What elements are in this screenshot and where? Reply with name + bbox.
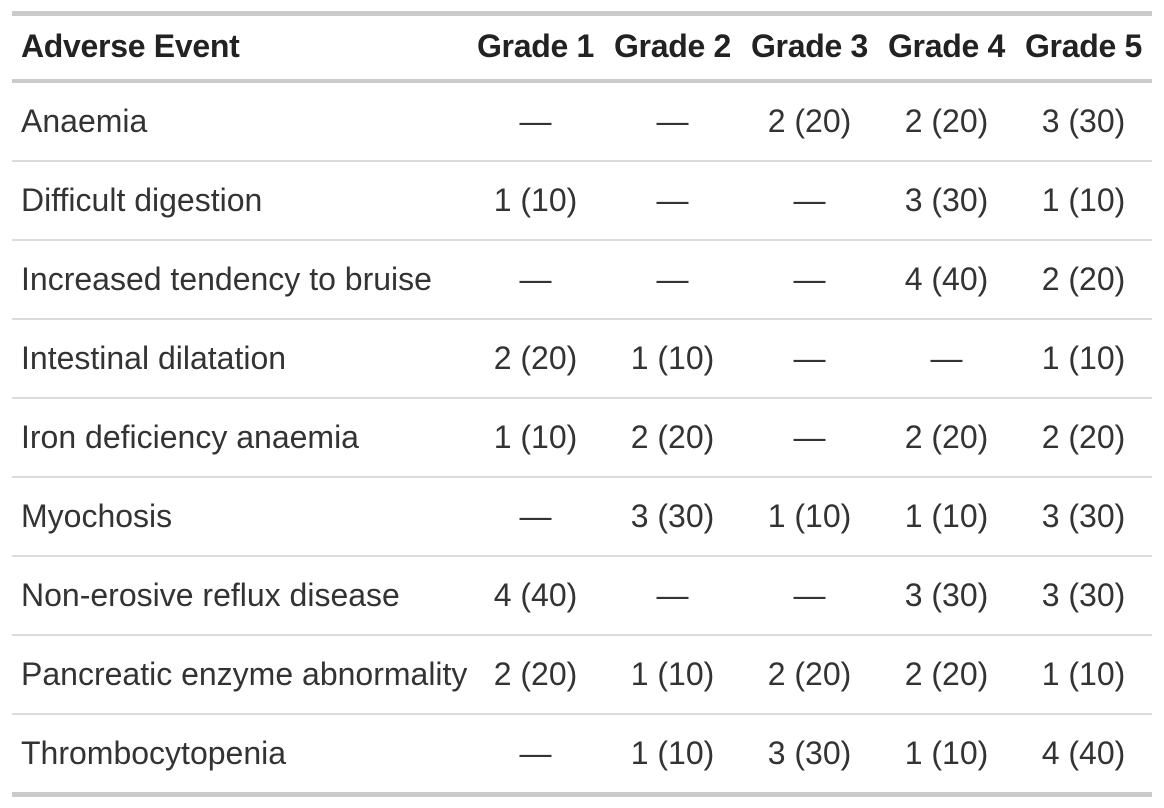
table-row: Thrombocytopenia — 1 (10) 3 (30) 1 (10) …: [12, 714, 1152, 797]
grade-5-value: 3 (30): [1015, 556, 1152, 636]
table-row: Pancreatic enzyme abnormality 2 (20) 1 (…: [12, 635, 1152, 715]
grade-3-value: 1 (10): [741, 477, 878, 557]
grade-2-value: 1 (10): [604, 635, 741, 715]
adverse-event-name: Iron deficiency anaemia: [12, 398, 467, 478]
grade-4-value: 2 (20): [878, 81, 1015, 162]
grade-2-value: —: [604, 81, 741, 162]
adverse-event-name: Pancreatic enzyme abnormality: [12, 635, 467, 715]
grade-3-value: 2 (20): [741, 81, 878, 162]
grade-5-value: 1 (10): [1015, 319, 1152, 399]
grade-5-value: 3 (30): [1015, 477, 1152, 557]
adverse-event-name: Thrombocytopenia: [12, 714, 467, 797]
grade-3-value: —: [741, 398, 878, 478]
column-header-grade-1: Grade 1: [467, 11, 604, 83]
grade-1-value: —: [467, 81, 604, 162]
grade-2-value: —: [604, 161, 741, 241]
table-header: Adverse Event Grade 1 Grade 2 Grade 3 Gr…: [12, 11, 1152, 83]
grade-1-value: —: [467, 477, 604, 557]
grade-4-value: 4 (40): [878, 240, 1015, 320]
grade-5-value: 1 (10): [1015, 635, 1152, 715]
header-row: Adverse Event Grade 1 Grade 2 Grade 3 Gr…: [12, 11, 1152, 83]
table-row: Increased tendency to bruise — — — 4 (40…: [12, 240, 1152, 320]
table-row: Difficult digestion 1 (10) — — 3 (30) 1 …: [12, 161, 1152, 241]
grade-2-value: 3 (30): [604, 477, 741, 557]
table-row: Non-erosive reflux disease 4 (40) — — 3 …: [12, 556, 1152, 636]
grade-3-value: —: [741, 161, 878, 241]
adverse-event-name: Myochosis: [12, 477, 467, 557]
grade-5-value: 4 (40): [1015, 714, 1152, 797]
grade-4-value: 2 (20): [878, 635, 1015, 715]
table-row: Intestinal dilatation 2 (20) 1 (10) — — …: [12, 319, 1152, 399]
grade-2-value: 2 (20): [604, 398, 741, 478]
grade-3-value: —: [741, 556, 878, 636]
grade-5-value: 2 (20): [1015, 398, 1152, 478]
grade-1-value: 4 (40): [467, 556, 604, 636]
grade-4-value: 3 (30): [878, 161, 1015, 241]
table-row: Myochosis — 3 (30) 1 (10) 1 (10) 3 (30): [12, 477, 1152, 557]
column-header-grade-3: Grade 3: [741, 11, 878, 83]
grade-5-value: 2 (20): [1015, 240, 1152, 320]
adverse-event-name: Anaemia: [12, 81, 467, 162]
grade-1-value: 2 (20): [467, 319, 604, 399]
table-row: Iron deficiency anaemia 1 (10) 2 (20) — …: [12, 398, 1152, 478]
grade-4-value: 3 (30): [878, 556, 1015, 636]
column-header-grade-5: Grade 5: [1015, 11, 1152, 83]
grade-4-value: 1 (10): [878, 714, 1015, 797]
grade-1-value: 1 (10): [467, 398, 604, 478]
grade-1-value: —: [467, 240, 604, 320]
grade-1-value: —: [467, 714, 604, 797]
grade-3-value: 3 (30): [741, 714, 878, 797]
column-header-grade-2: Grade 2: [604, 11, 741, 83]
column-header-grade-4: Grade 4: [878, 11, 1015, 83]
grade-5-value: 1 (10): [1015, 161, 1152, 241]
column-header-adverse-event: Adverse Event: [12, 11, 467, 83]
grade-1-value: 1 (10): [467, 161, 604, 241]
grade-4-value: 2 (20): [878, 398, 1015, 478]
adverse-event-name: Intestinal dilatation: [12, 319, 467, 399]
table-body: Anaemia — — 2 (20) 2 (20) 3 (30) Difficu…: [12, 81, 1152, 797]
adverse-event-name: Non-erosive reflux disease: [12, 556, 467, 636]
grade-3-value: 2 (20): [741, 635, 878, 715]
adverse-event-name: Increased tendency to bruise: [12, 240, 467, 320]
grade-4-value: —: [878, 319, 1015, 399]
grade-4-value: 1 (10): [878, 477, 1015, 557]
adverse-events-table: Adverse Event Grade 1 Grade 2 Grade 3 Gr…: [12, 11, 1152, 797]
table-row: Anaemia — — 2 (20) 2 (20) 3 (30): [12, 81, 1152, 162]
grade-1-value: 2 (20): [467, 635, 604, 715]
grade-2-value: 1 (10): [604, 319, 741, 399]
grade-2-value: 1 (10): [604, 714, 741, 797]
grade-2-value: —: [604, 240, 741, 320]
adverse-event-name: Difficult digestion: [12, 161, 467, 241]
grade-2-value: —: [604, 556, 741, 636]
grade-5-value: 3 (30): [1015, 81, 1152, 162]
grade-3-value: —: [741, 240, 878, 320]
grade-3-value: —: [741, 319, 878, 399]
